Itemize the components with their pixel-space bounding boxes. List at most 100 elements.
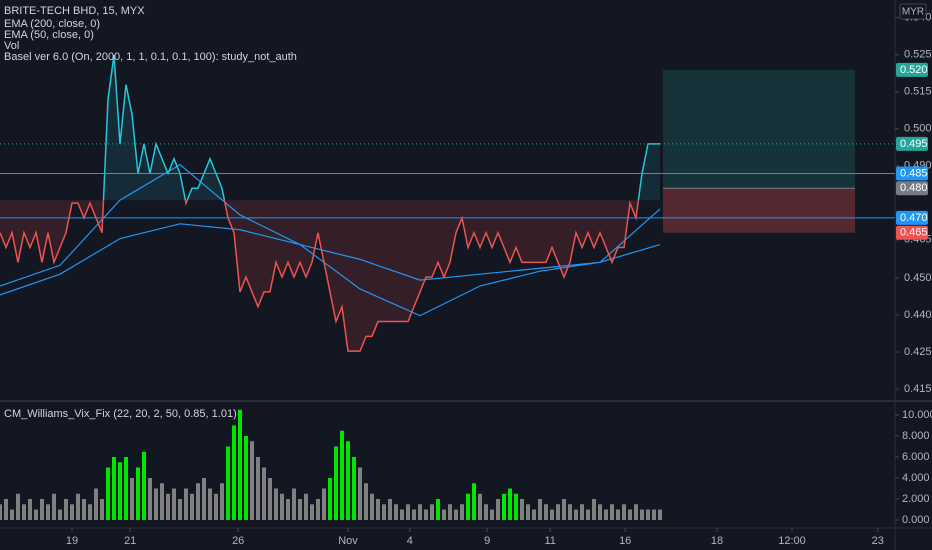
- price-badge-label: 0.465: [900, 227, 928, 239]
- vix-pane: [0, 409, 662, 521]
- vix-bar: [226, 446, 230, 521]
- ema-line: [0, 163, 661, 317]
- x-tick-label: 11: [544, 535, 555, 547]
- y-tick-label: 0.425: [904, 346, 932, 358]
- vix-bar: [436, 499, 440, 521]
- vix-bar: [598, 504, 602, 521]
- price-badge-label: 0.470: [900, 212, 928, 224]
- price-line-above: [102, 54, 660, 201]
- vix-bar: [562, 499, 566, 521]
- vix-bar: [34, 509, 38, 521]
- vix-bar: [100, 499, 104, 521]
- vix-bar: [376, 499, 380, 521]
- vix-bar: [640, 509, 644, 521]
- vix-bar: [184, 488, 188, 521]
- vix-bar: [76, 493, 80, 521]
- price-badge-label: 0.495: [900, 138, 928, 150]
- vix-bar: [232, 425, 236, 521]
- vix-bar: [520, 499, 524, 521]
- vix-bar: [310, 504, 314, 521]
- symbol-title: BRITE-TECH BHD, 15, MYX: [4, 5, 145, 17]
- baseline-fill-above: [0, 55, 660, 201]
- currency[interactable]: MYR: [902, 7, 924, 18]
- y-tick-label: 0.515: [904, 86, 932, 98]
- vix-bar: [478, 493, 482, 521]
- vix-bar: [448, 504, 452, 521]
- currency-box[interactable]: [899, 3, 927, 20]
- vix-bar: [412, 509, 416, 521]
- indicator-label: Vol: [4, 40, 19, 52]
- vix-bar: [418, 504, 422, 521]
- vix-bar: [40, 499, 44, 521]
- vix-bar: [496, 499, 500, 521]
- vix-bar: [364, 483, 368, 521]
- vix-bar: [430, 504, 434, 521]
- vix-bar: [28, 499, 32, 521]
- y-tick-label: 0.500: [904, 123, 932, 135]
- vix-bar: [406, 504, 410, 521]
- vix-bar: [142, 451, 146, 521]
- vix-bar: [652, 509, 656, 521]
- vix-bar: [610, 504, 614, 521]
- position-loss: [663, 188, 855, 233]
- price-badge: [896, 136, 928, 151]
- indicator-label: EMA (50, close, 0): [4, 29, 94, 41]
- price-badge: [896, 210, 928, 225]
- x-tick-label: 18: [711, 535, 723, 547]
- x-tick-label: 4: [407, 535, 413, 547]
- vix-bar: [334, 446, 338, 521]
- vix-bar: [628, 509, 632, 521]
- vix-bar: [508, 488, 512, 521]
- vix-bar: [346, 441, 350, 521]
- vix-bar: [502, 493, 506, 521]
- vix-bar: [514, 493, 518, 521]
- vix-bar: [328, 478, 332, 521]
- vix-bar: [442, 509, 446, 521]
- vix-bar: [316, 499, 320, 521]
- vix-y-tick-label: 8.000: [902, 430, 930, 442]
- vix-bar: [244, 435, 248, 521]
- vix-bar: [250, 441, 254, 521]
- vix-bar: [544, 504, 548, 521]
- vix-bar: [304, 493, 308, 521]
- vix-bar: [556, 504, 560, 521]
- x-tick-label: 26: [232, 535, 244, 547]
- vix-bar: [148, 478, 152, 521]
- vix-bar: [70, 504, 74, 521]
- vix-bar: [208, 488, 212, 521]
- vix-bar: [256, 456, 260, 521]
- vix-bar: [574, 509, 578, 521]
- vix-bar: [532, 509, 536, 521]
- price-badge-label: 0.485: [900, 167, 928, 179]
- vix-bar: [454, 509, 458, 521]
- vix-bar: [394, 504, 398, 521]
- vix-bar: [178, 499, 182, 521]
- vix-bar: [604, 509, 608, 521]
- vix-bar: [112, 456, 116, 521]
- vix-bar: [124, 456, 128, 521]
- vix-y-tick-label: 6.000: [902, 451, 930, 463]
- vix-bar: [568, 504, 572, 521]
- vix-bar: [160, 483, 164, 521]
- vix-bar: [118, 462, 122, 521]
- vix-bar: [268, 478, 272, 521]
- vix-bar: [382, 504, 386, 521]
- indicator-label: Basel ver 6.0 (On, 2000, 1, 1, 0.1, 0.1,…: [4, 51, 297, 63]
- vix-bar: [280, 493, 284, 521]
- vix-bar: [460, 504, 464, 521]
- vix-bar: [616, 509, 620, 521]
- y-tick-label: 0.450: [904, 272, 932, 284]
- vix-bar: [16, 493, 20, 521]
- vix-bar: [262, 467, 266, 521]
- vix-bar: [196, 483, 200, 521]
- vix-bar: [526, 504, 530, 521]
- vix-bar: [388, 499, 392, 521]
- vix-bar: [658, 509, 662, 521]
- vix-bar: [484, 504, 488, 521]
- vix-bar: [286, 499, 290, 521]
- vix-bar: [88, 504, 92, 521]
- vix-bar: [298, 499, 302, 521]
- vix-bar: [82, 499, 86, 521]
- vix-bar: [190, 493, 194, 521]
- price-badge: [896, 62, 928, 77]
